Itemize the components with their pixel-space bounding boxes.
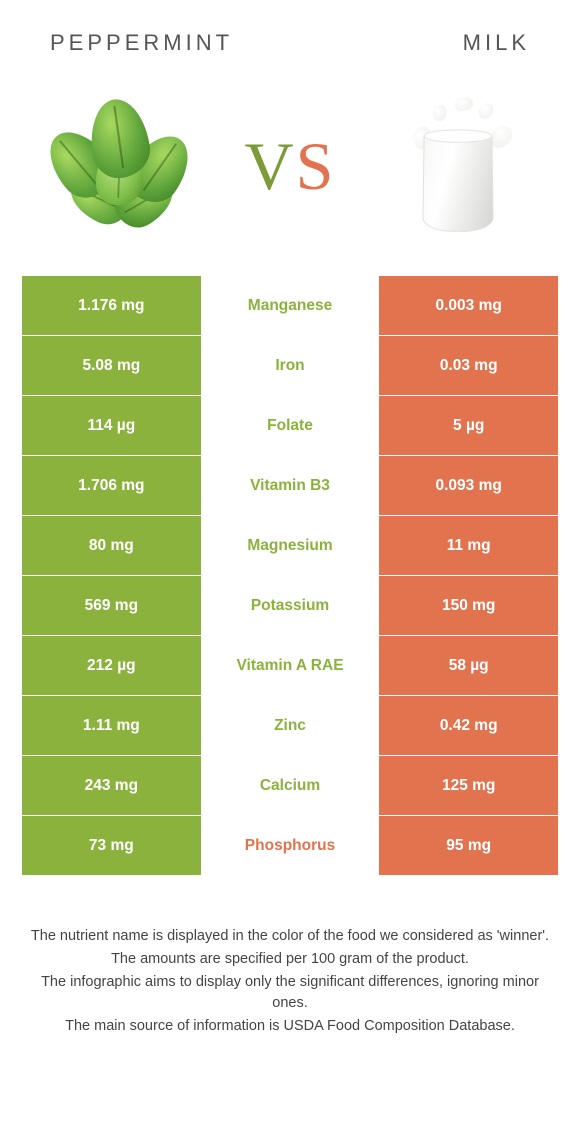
vs-label: VS <box>245 127 336 206</box>
nutrient-row: 1.11 mgZinc0.42 mg <box>22 696 558 756</box>
milk-image <box>378 86 538 246</box>
footnote-line: The main source of information is USDA F… <box>30 1016 550 1037</box>
nutrient-row: 114 µgFolate5 µg <box>22 396 558 456</box>
value-right: 11 mg <box>379 516 558 576</box>
footnote-line: The infographic aims to display only the… <box>30 972 550 1014</box>
value-left: 80 mg <box>22 516 201 576</box>
footnote-line: The amounts are specified per 100 gram o… <box>30 949 550 970</box>
nutrient-row: 1.706 mgVitamin B30.093 mg <box>22 456 558 516</box>
nutrient-name: Magnesium <box>201 516 380 576</box>
nutrient-name: Vitamin A RAE <box>201 636 380 696</box>
title-right: Milk <box>463 30 530 56</box>
value-right: 150 mg <box>379 576 558 636</box>
nutrient-name: Calcium <box>201 756 380 816</box>
nutrient-row: 80 mgMagnesium11 mg <box>22 516 558 576</box>
value-right: 0.03 mg <box>379 336 558 396</box>
header: Peppermint Milk <box>0 0 580 76</box>
value-right: 125 mg <box>379 756 558 816</box>
value-right: 95 mg <box>379 816 558 876</box>
nutrient-name: Phosphorus <box>201 816 380 876</box>
nutrient-row: 5.08 mgIron0.03 mg <box>22 336 558 396</box>
value-right: 0.42 mg <box>379 696 558 756</box>
vs-s: S <box>296 128 336 204</box>
value-left: 1.176 mg <box>22 276 201 336</box>
nutrient-row: 243 mgCalcium125 mg <box>22 756 558 816</box>
hero-row: VS <box>0 76 580 276</box>
value-left: 212 µg <box>22 636 201 696</box>
title-left: Peppermint <box>50 30 233 56</box>
value-right: 5 µg <box>379 396 558 456</box>
footnotes: The nutrient name is displayed in the co… <box>0 876 580 1059</box>
value-right: 0.003 mg <box>379 276 558 336</box>
value-left: 569 mg <box>22 576 201 636</box>
value-right: 58 µg <box>379 636 558 696</box>
footnote-line: The nutrient name is displayed in the co… <box>30 926 550 947</box>
nutrient-name: Manganese <box>201 276 380 336</box>
value-left: 1.11 mg <box>22 696 201 756</box>
nutrient-name: Folate <box>201 396 380 456</box>
nutrient-row: 212 µgVitamin A RAE58 µg <box>22 636 558 696</box>
nutrient-name: Potassium <box>201 576 380 636</box>
value-right: 0.093 mg <box>379 456 558 516</box>
value-left: 1.706 mg <box>22 456 201 516</box>
nutrient-name: Zinc <box>201 696 380 756</box>
nutrient-name: Vitamin B3 <box>201 456 380 516</box>
nutrient-table: 1.176 mgManganese0.003 mg5.08 mgIron0.03… <box>22 276 558 876</box>
nutrient-row: 73 mgPhosphorus95 mg <box>22 816 558 876</box>
peppermint-image <box>42 86 202 246</box>
nutrient-name: Iron <box>201 336 380 396</box>
nutrient-row: 569 mgPotassium150 mg <box>22 576 558 636</box>
value-left: 243 mg <box>22 756 201 816</box>
value-left: 73 mg <box>22 816 201 876</box>
value-left: 5.08 mg <box>22 336 201 396</box>
value-left: 114 µg <box>22 396 201 456</box>
nutrient-row: 1.176 mgManganese0.003 mg <box>22 276 558 336</box>
vs-v: V <box>245 128 296 204</box>
